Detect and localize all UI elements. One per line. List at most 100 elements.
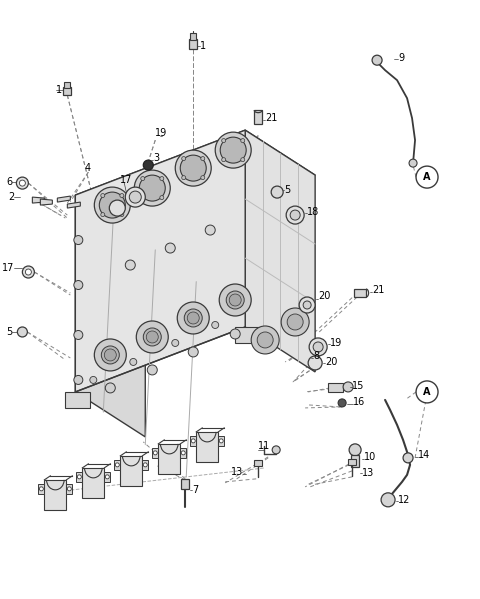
Circle shape <box>182 156 186 161</box>
Polygon shape <box>76 472 83 482</box>
Circle shape <box>77 475 81 479</box>
Text: 3: 3 <box>153 153 159 163</box>
Text: 5: 5 <box>6 327 12 337</box>
Circle shape <box>143 328 161 346</box>
Circle shape <box>143 463 147 467</box>
Circle shape <box>287 314 303 330</box>
Circle shape <box>101 346 120 364</box>
Circle shape <box>416 166 438 188</box>
Circle shape <box>309 338 327 356</box>
Circle shape <box>290 210 300 220</box>
Circle shape <box>19 180 25 186</box>
Polygon shape <box>44 480 66 510</box>
Circle shape <box>230 329 240 339</box>
Circle shape <box>153 451 157 455</box>
Circle shape <box>241 158 245 162</box>
Circle shape <box>143 160 153 170</box>
Text: 11: 11 <box>258 441 270 451</box>
Text: 17: 17 <box>120 175 132 185</box>
Circle shape <box>299 297 315 313</box>
Circle shape <box>182 176 186 180</box>
Polygon shape <box>75 130 315 240</box>
Circle shape <box>105 383 115 393</box>
Circle shape <box>67 487 72 491</box>
Circle shape <box>219 284 251 316</box>
Circle shape <box>23 266 35 278</box>
Polygon shape <box>67 202 80 208</box>
Circle shape <box>219 439 223 443</box>
Circle shape <box>257 332 273 348</box>
Circle shape <box>251 326 279 354</box>
Circle shape <box>172 340 179 346</box>
Bar <box>351 455 359 467</box>
Circle shape <box>101 213 105 217</box>
Circle shape <box>16 177 28 189</box>
Circle shape <box>215 132 251 168</box>
Polygon shape <box>75 195 145 437</box>
Bar <box>254 110 262 124</box>
Circle shape <box>109 200 125 216</box>
Circle shape <box>105 475 109 479</box>
Circle shape <box>180 155 206 181</box>
Text: 4: 4 <box>84 163 90 173</box>
Text: 19: 19 <box>330 338 342 348</box>
Circle shape <box>130 358 137 365</box>
Polygon shape <box>83 468 104 498</box>
Circle shape <box>372 55 382 65</box>
Text: 21: 21 <box>265 113 277 123</box>
Circle shape <box>212 322 219 328</box>
Polygon shape <box>180 448 186 458</box>
Polygon shape <box>38 484 44 494</box>
Circle shape <box>349 444 361 456</box>
Circle shape <box>17 327 27 337</box>
Polygon shape <box>120 456 142 486</box>
Circle shape <box>141 177 145 180</box>
Circle shape <box>94 339 126 371</box>
Circle shape <box>139 175 165 201</box>
Text: 13: 13 <box>362 468 374 478</box>
Polygon shape <box>75 130 245 392</box>
Text: 12: 12 <box>398 495 410 505</box>
Polygon shape <box>158 444 180 474</box>
Circle shape <box>222 158 226 162</box>
Circle shape <box>381 493 395 507</box>
Circle shape <box>229 294 241 306</box>
Circle shape <box>136 321 168 353</box>
Circle shape <box>146 331 158 343</box>
Text: 20: 20 <box>318 291 331 301</box>
Circle shape <box>74 280 83 289</box>
Circle shape <box>286 206 304 224</box>
Text: A: A <box>423 387 431 397</box>
Polygon shape <box>152 448 158 458</box>
Circle shape <box>181 451 185 455</box>
Circle shape <box>160 177 164 180</box>
Text: 18: 18 <box>307 207 319 217</box>
Bar <box>354 289 366 297</box>
Circle shape <box>222 138 226 143</box>
Circle shape <box>201 176 205 180</box>
Text: 6: 6 <box>6 177 12 187</box>
Circle shape <box>165 243 175 253</box>
Polygon shape <box>245 130 315 372</box>
Circle shape <box>104 349 116 361</box>
Circle shape <box>74 235 83 244</box>
Polygon shape <box>57 196 71 202</box>
Circle shape <box>134 170 170 206</box>
Text: 14: 14 <box>418 450 430 460</box>
Polygon shape <box>65 392 90 408</box>
Circle shape <box>191 439 195 443</box>
Text: 17: 17 <box>2 263 14 273</box>
Circle shape <box>129 191 141 203</box>
Polygon shape <box>196 432 218 462</box>
Polygon shape <box>218 436 224 446</box>
Circle shape <box>115 463 120 467</box>
Polygon shape <box>32 197 44 203</box>
Circle shape <box>272 446 280 454</box>
Circle shape <box>416 381 438 403</box>
Circle shape <box>403 453 413 463</box>
Circle shape <box>313 342 323 352</box>
Circle shape <box>220 137 246 163</box>
Bar <box>190 33 196 40</box>
Text: 21: 21 <box>372 285 384 295</box>
Polygon shape <box>66 484 72 494</box>
